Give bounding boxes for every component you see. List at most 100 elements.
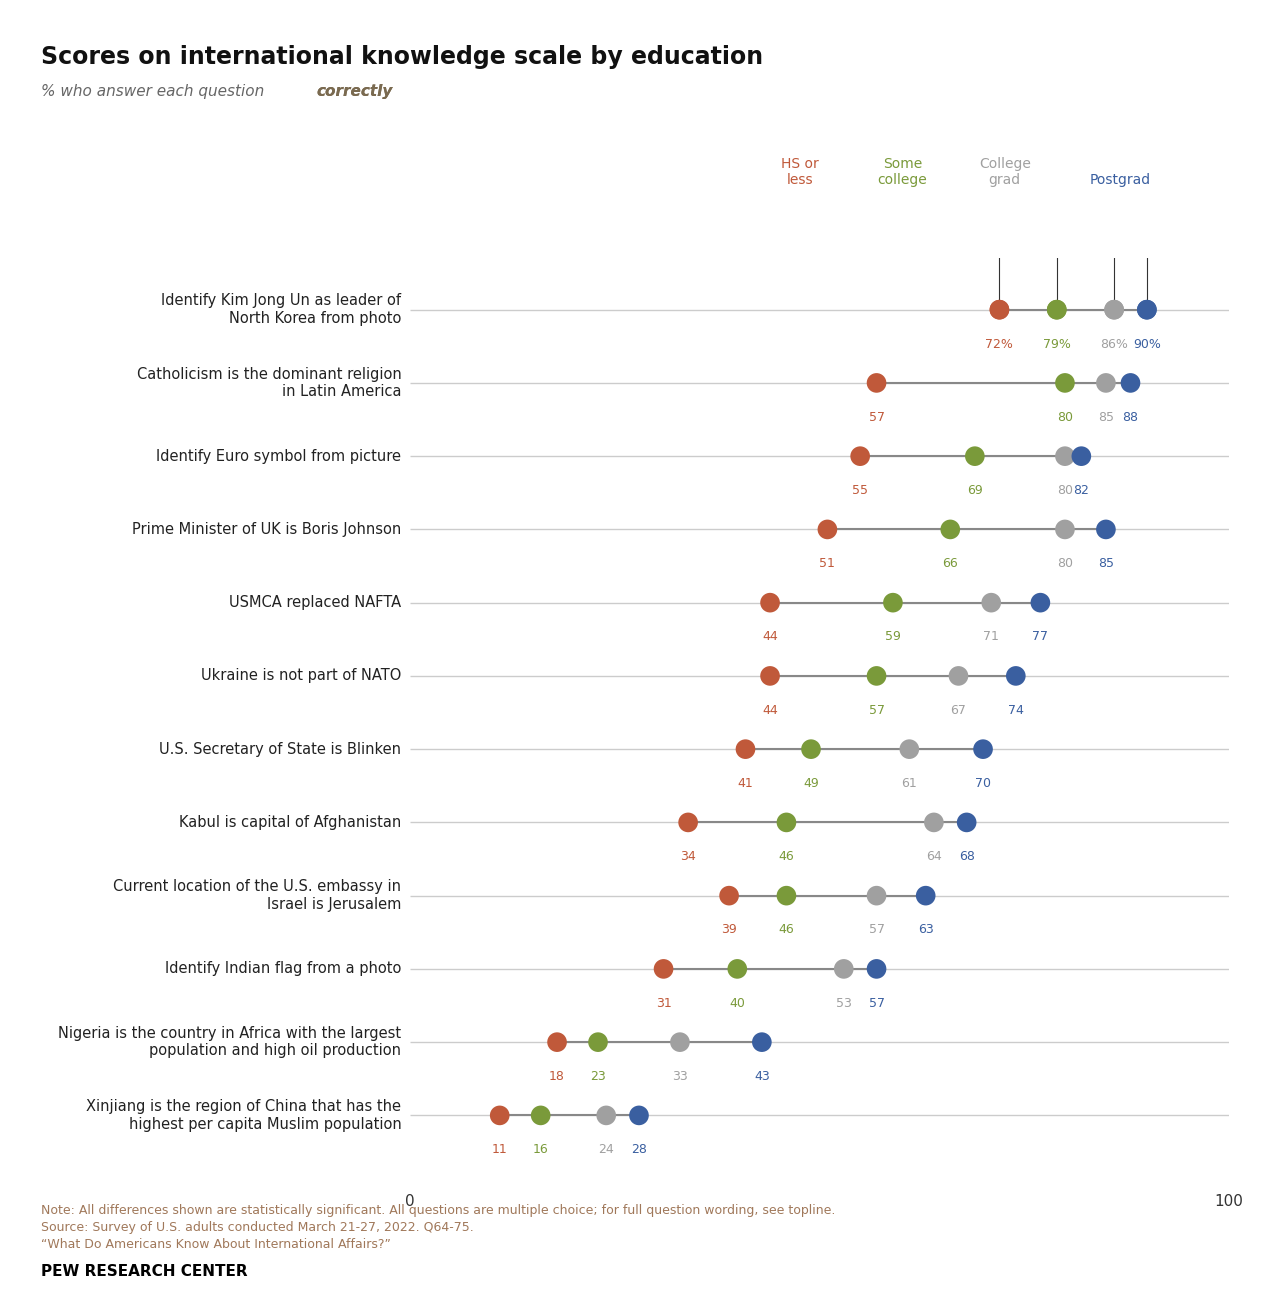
Point bbox=[547, 1032, 567, 1053]
Point bbox=[760, 665, 781, 686]
Text: % who answer each question: % who answer each question bbox=[41, 84, 269, 99]
Point bbox=[489, 1105, 509, 1125]
Text: 67: 67 bbox=[951, 704, 966, 717]
Text: 39: 39 bbox=[721, 924, 737, 937]
Text: 72%: 72% bbox=[986, 337, 1014, 350]
Text: 85: 85 bbox=[1098, 411, 1114, 424]
Text: 18: 18 bbox=[549, 1070, 564, 1083]
Text: 33: 33 bbox=[672, 1070, 687, 1083]
Text: 46: 46 bbox=[778, 924, 795, 937]
Point bbox=[973, 739, 993, 760]
Text: 24: 24 bbox=[598, 1143, 614, 1156]
Text: 44: 44 bbox=[762, 630, 778, 643]
Text: Identify Indian flag from a photo: Identify Indian flag from a photo bbox=[165, 961, 402, 977]
Text: Kabul is capital of Afghanistan: Kabul is capital of Afghanistan bbox=[179, 815, 402, 829]
Text: 88: 88 bbox=[1123, 411, 1138, 424]
Point bbox=[1030, 592, 1051, 612]
Point bbox=[989, 300, 1010, 320]
Point bbox=[588, 1032, 608, 1053]
Text: 51: 51 bbox=[819, 557, 836, 570]
Text: Postgrad: Postgrad bbox=[1089, 173, 1151, 187]
Point bbox=[719, 885, 740, 906]
Text: 66: 66 bbox=[942, 557, 959, 570]
Text: 80: 80 bbox=[1057, 484, 1073, 497]
Text: Xinjiang is the region of China that has the
highest per capita Muslim populatio: Xinjiang is the region of China that has… bbox=[87, 1099, 402, 1132]
Text: 11: 11 bbox=[492, 1143, 508, 1156]
Text: 34: 34 bbox=[680, 850, 696, 863]
Point bbox=[980, 592, 1001, 612]
Text: 82: 82 bbox=[1074, 484, 1089, 497]
Text: Identify Euro symbol from picture: Identify Euro symbol from picture bbox=[156, 448, 402, 464]
Text: 64: 64 bbox=[925, 850, 942, 863]
Text: 86%: 86% bbox=[1101, 337, 1128, 350]
Text: 74: 74 bbox=[1007, 704, 1024, 717]
Point bbox=[727, 959, 748, 979]
Point bbox=[628, 1105, 649, 1125]
Point bbox=[678, 813, 699, 833]
Text: 16: 16 bbox=[532, 1143, 549, 1156]
Text: 57: 57 bbox=[869, 996, 884, 1010]
Point bbox=[989, 300, 1010, 320]
Point bbox=[776, 885, 796, 906]
Point bbox=[653, 959, 673, 979]
Text: Note: All differences shown are statistically significant. All questions are mul: Note: All differences shown are statisti… bbox=[41, 1204, 836, 1217]
Text: 71: 71 bbox=[983, 630, 1000, 643]
Text: 43: 43 bbox=[754, 1070, 769, 1083]
Text: 79%: 79% bbox=[1043, 337, 1070, 350]
Point bbox=[776, 813, 796, 833]
Point bbox=[965, 446, 986, 466]
Point bbox=[867, 885, 887, 906]
Text: 23: 23 bbox=[590, 1070, 605, 1083]
Text: USMCA replaced NAFTA: USMCA replaced NAFTA bbox=[229, 596, 402, 610]
Point bbox=[850, 446, 870, 466]
Text: 63: 63 bbox=[918, 924, 933, 937]
Point bbox=[1055, 372, 1075, 393]
Point bbox=[760, 592, 781, 612]
Point bbox=[1047, 300, 1068, 320]
Point bbox=[883, 592, 904, 612]
Text: 41: 41 bbox=[737, 776, 754, 789]
Text: 69: 69 bbox=[966, 484, 983, 497]
Point bbox=[1103, 300, 1124, 320]
Point bbox=[801, 739, 822, 760]
Text: “What Do Americans Know About International Affairs?”: “What Do Americans Know About Internatio… bbox=[41, 1238, 390, 1251]
Text: 46: 46 bbox=[778, 850, 795, 863]
Point bbox=[833, 959, 854, 979]
Text: Identify Kim Jong Un as leader of
North Korea from photo: Identify Kim Jong Un as leader of North … bbox=[161, 293, 402, 326]
Text: U.S. Secretary of State is Blinken: U.S. Secretary of State is Blinken bbox=[160, 742, 402, 757]
Point bbox=[956, 813, 977, 833]
Text: Nigeria is the country in Africa with the largest
population and high oil produc: Nigeria is the country in Africa with th… bbox=[59, 1026, 402, 1058]
Text: 77: 77 bbox=[1033, 630, 1048, 643]
Point bbox=[530, 1105, 550, 1125]
Text: Ukraine is not part of NATO: Ukraine is not part of NATO bbox=[201, 668, 402, 683]
Text: 49: 49 bbox=[803, 776, 819, 789]
Text: correctly: correctly bbox=[316, 84, 393, 99]
Point bbox=[817, 519, 837, 540]
Point bbox=[1071, 446, 1092, 466]
Text: PEW RESEARCH CENTER: PEW RESEARCH CENTER bbox=[41, 1264, 247, 1279]
Point bbox=[596, 1105, 617, 1125]
Point bbox=[1006, 665, 1027, 686]
Text: 68: 68 bbox=[959, 850, 974, 863]
Text: 90%: 90% bbox=[1133, 337, 1161, 350]
Text: Source: Survey of U.S. adults conducted March 21-27, 2022. Q64-75.: Source: Survey of U.S. adults conducted … bbox=[41, 1221, 474, 1234]
Text: Scores on international knowledge scale by education: Scores on international knowledge scale … bbox=[41, 45, 763, 70]
Point bbox=[1137, 300, 1157, 320]
Text: 85: 85 bbox=[1098, 557, 1114, 570]
Text: 61: 61 bbox=[901, 776, 918, 789]
Text: 31: 31 bbox=[655, 996, 672, 1010]
Point bbox=[1055, 446, 1075, 466]
Point bbox=[867, 959, 887, 979]
Point bbox=[1096, 372, 1116, 393]
Point bbox=[948, 665, 969, 686]
Point bbox=[1055, 519, 1075, 540]
Text: Current location of the U.S. embassy in
Israel is Jerusalem: Current location of the U.S. embassy in … bbox=[114, 880, 402, 912]
Text: 80: 80 bbox=[1057, 557, 1073, 570]
Point bbox=[1120, 372, 1140, 393]
Text: correctly: correctly bbox=[316, 84, 393, 99]
Text: 70: 70 bbox=[975, 776, 991, 789]
Point bbox=[1137, 300, 1157, 320]
Text: 57: 57 bbox=[869, 924, 884, 937]
Text: Some
college: Some college bbox=[878, 158, 927, 187]
Point bbox=[915, 885, 936, 906]
